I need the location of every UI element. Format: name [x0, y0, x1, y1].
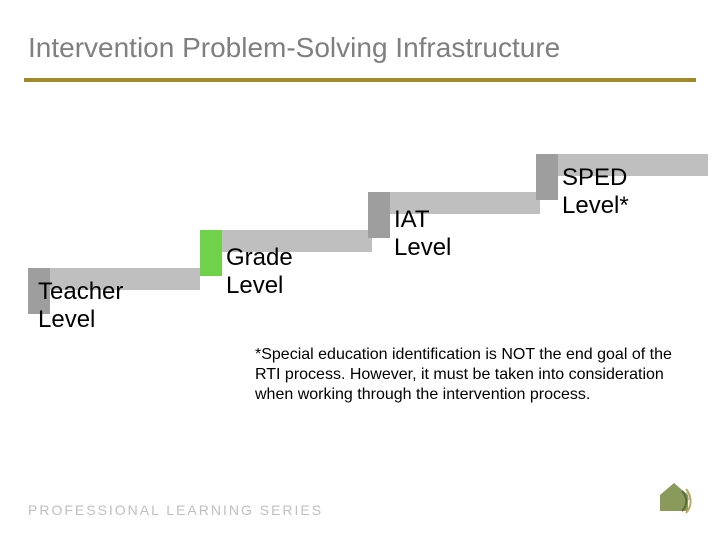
- step-riser: [536, 154, 558, 200]
- footer-series-label: PROFESSIONAL LEARNING SERIES: [28, 502, 323, 518]
- step-label-teacher: TeacherLevel: [38, 278, 123, 333]
- step-riser: [368, 192, 390, 238]
- step-label-sped: SPEDLevel*: [562, 164, 629, 219]
- title-underline: [24, 78, 696, 82]
- step-label-grade: GradeLevel: [226, 244, 293, 299]
- step-riser: [200, 230, 222, 276]
- house-icon: [660, 483, 688, 511]
- footer-logo: [652, 477, 696, 526]
- footnote-text: *Special education identification is NOT…: [255, 345, 675, 405]
- stair-diagram: TeacherLevel GradeLevel IATLevel SPEDLev…: [28, 150, 692, 370]
- slide-title: Intervention Problem-Solving Infrastruct…: [28, 32, 560, 64]
- step-label-iat: IATLevel: [394, 206, 451, 261]
